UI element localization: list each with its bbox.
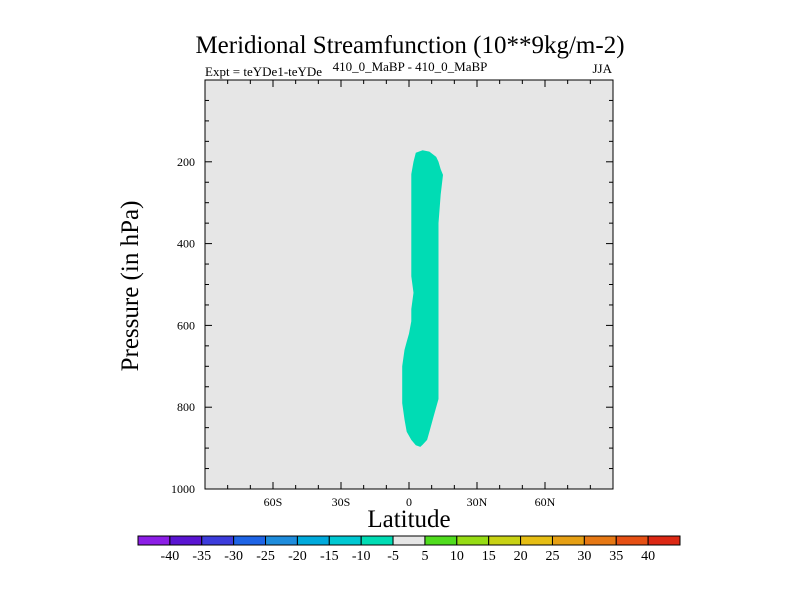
- y-tick-label: 800: [177, 400, 195, 414]
- colorbar-label: 35: [609, 549, 623, 564]
- colorbar-label: 40: [641, 549, 655, 564]
- colorbar-label: 15: [482, 549, 496, 564]
- colorbar-swatch: [456, 535, 490, 546]
- colorbar-label: 30: [577, 549, 591, 564]
- x-tick-label: 30N: [467, 495, 488, 509]
- colorbar-swatch: [488, 535, 522, 546]
- colorbar-swatch: [328, 535, 362, 546]
- colorbar-label: -25: [256, 549, 275, 564]
- colorbar-swatch: [615, 535, 649, 546]
- colorbar-label: -10: [352, 549, 371, 564]
- colorbar-swatch: [265, 535, 298, 546]
- colorbar-label: -15: [320, 549, 339, 564]
- colorbar-swatch: [137, 535, 171, 546]
- colorbar-swatch: [551, 535, 585, 546]
- colorbar-label: 5: [421, 549, 428, 564]
- colorbar-label: -20: [288, 549, 307, 564]
- x-axis-label: Latitude: [367, 506, 450, 533]
- y-tick-label: 400: [177, 237, 195, 251]
- colorbar-label: 10: [450, 549, 464, 564]
- colorbar-label: -30: [224, 549, 243, 564]
- x-tick-label: 60S: [264, 495, 283, 509]
- x-tick-label: 30S: [332, 495, 351, 509]
- colorbar-label: -40: [161, 549, 180, 564]
- colorbar-swatch: [201, 535, 235, 546]
- colorbar-label: -5: [387, 549, 399, 564]
- colorbar-swatch: [360, 535, 394, 546]
- colorbar-swatch: [647, 535, 681, 546]
- left-label: Expt = teYDe1-teYDe: [205, 64, 322, 79]
- colorbar-label: 25: [545, 549, 559, 564]
- chart-title: Meridional Streamfunction (10**9kg/m-2): [195, 32, 624, 59]
- right-label: JJA: [592, 61, 612, 76]
- y-tick-label: 600: [177, 318, 195, 332]
- contour-region: [402, 150, 443, 447]
- colorbar-swatch: [424, 535, 458, 546]
- colorbar-swatch: [296, 535, 330, 546]
- x-tick-label: 0: [406, 495, 412, 509]
- x-tick-label: 60N: [535, 495, 556, 509]
- x-axis: 60S 30S 0 30N 60N: [227, 80, 591, 509]
- y-axis: 200 400 600 800 1000: [171, 99, 613, 496]
- colorbar-swatch: [520, 535, 553, 546]
- center-label: 410_0_MaBP - 410_0_MaBP: [333, 59, 488, 74]
- colorbar-label: -35: [192, 549, 211, 564]
- colorbar-label: 20: [514, 549, 528, 564]
- colorbar-swatch: [392, 535, 426, 546]
- colorbar-swatch: [169, 535, 203, 546]
- colorbar-swatch: [583, 535, 617, 546]
- y-axis-label: Pressure (in hPa): [117, 201, 144, 372]
- colorbar-swatch: [233, 535, 267, 546]
- y-tick-label: 200: [177, 155, 195, 169]
- colorbar: -40 -35 -30 -25 -20 -15 -10 -5 5 10 15 20 25 30 35 40: [137, 535, 681, 564]
- y-tick-label: 1000: [171, 482, 195, 496]
